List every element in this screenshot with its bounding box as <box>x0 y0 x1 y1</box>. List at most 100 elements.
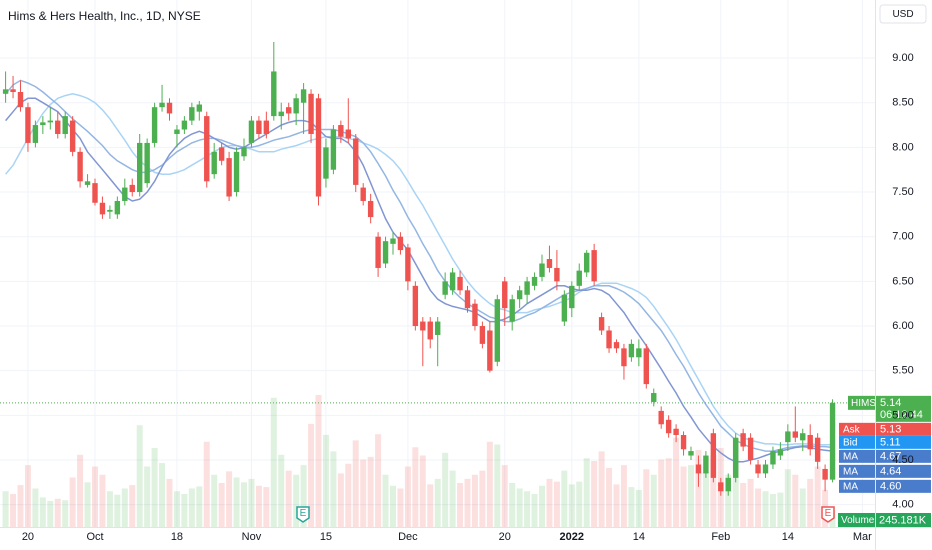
volume-bar <box>650 474 657 527</box>
volume-bar <box>702 472 709 527</box>
candle-body <box>256 120 262 134</box>
label-name: Bid <box>843 437 857 448</box>
earnings-label: E <box>825 508 832 519</box>
volume-bar <box>732 439 739 527</box>
candle-body <box>539 263 545 277</box>
volume-bar <box>300 465 307 527</box>
y-tick-label: 4.50 <box>892 454 913 466</box>
candle-body <box>643 348 649 385</box>
candle-body <box>47 120 53 123</box>
candle-body <box>189 107 195 121</box>
candle-body <box>546 259 553 268</box>
earnings-icon <box>821 506 835 523</box>
axis-label: 4.67 <box>880 451 901 463</box>
candle-body <box>360 187 366 201</box>
candle-body <box>584 252 590 273</box>
chart-title: Hims & Hers Health, Inc., 1D, NYSE <box>8 9 201 23</box>
x-tick-label: 20 <box>499 531 511 543</box>
candle-body <box>516 290 523 300</box>
candle-body <box>382 241 389 264</box>
currency-label: USD <box>892 9 913 20</box>
candle-body <box>397 236 404 251</box>
earnings-marker[interactable]: E <box>296 506 310 523</box>
candle-body <box>151 107 158 143</box>
volume-bar <box>471 474 478 527</box>
candle-body <box>412 285 419 327</box>
candle-body <box>166 102 173 114</box>
earnings-icon <box>296 506 310 523</box>
candle-body <box>747 437 754 461</box>
candle-body <box>531 276 538 286</box>
candle-body <box>420 321 426 331</box>
volume-bar <box>680 466 687 527</box>
volume-bar <box>188 488 195 527</box>
volume-layer <box>2 395 836 527</box>
volume-bar <box>546 478 553 527</box>
candle-body <box>405 247 411 282</box>
candle-body <box>792 431 798 438</box>
label-box <box>848 395 875 410</box>
volume-bar <box>62 500 69 527</box>
candle-body <box>233 151 240 193</box>
candle-body <box>32 125 39 143</box>
candle-body <box>770 451 776 465</box>
volume-bar <box>375 434 382 527</box>
y-tick-label: 8.00 <box>892 141 913 153</box>
candle-body <box>293 98 299 114</box>
candle-body <box>2 89 9 94</box>
candle-body <box>807 434 813 450</box>
x-tick-label: 14 <box>633 531 645 543</box>
candle-body <box>248 120 255 143</box>
candle-layer <box>2 41 836 496</box>
volume-bar <box>635 489 642 527</box>
y-tick-label: 6.50 <box>892 275 913 287</box>
candle-body <box>449 272 456 291</box>
volume-bar <box>173 491 180 527</box>
volume-bar <box>308 423 315 527</box>
candle-body <box>561 294 568 322</box>
candle-body <box>509 299 515 322</box>
candle-body <box>621 348 627 367</box>
candle-body <box>55 120 61 134</box>
volume-bar <box>710 454 717 527</box>
label-box <box>839 422 875 436</box>
volume-bar <box>270 397 277 527</box>
volume-bar <box>151 447 158 527</box>
volume-bar <box>561 470 568 527</box>
volume-bar <box>479 470 486 527</box>
candle-body <box>777 449 784 456</box>
volume-bar <box>203 441 210 527</box>
y-tick-label: 7.00 <box>892 231 913 243</box>
volume-bar <box>762 491 769 527</box>
candle-body <box>286 107 292 114</box>
candle-body <box>695 464 702 474</box>
candle-body <box>673 428 679 435</box>
y-tick-label: 8.50 <box>892 97 913 109</box>
candle-body <box>710 433 717 478</box>
volume-bar <box>665 458 672 527</box>
volume-bar <box>792 474 799 527</box>
axis-label-box <box>876 435 931 449</box>
volume-bar <box>509 483 516 527</box>
volume-bar <box>92 466 98 527</box>
candle-body <box>367 200 374 218</box>
volume-bar <box>196 486 203 527</box>
currency-button[interactable] <box>879 4 927 24</box>
axis-label: 5.13 <box>880 424 901 436</box>
volume-bar <box>494 444 501 527</box>
candle-body <box>10 89 16 93</box>
candle-body <box>725 477 731 492</box>
label-name: Ask <box>843 424 861 435</box>
volume-bar <box>129 485 136 527</box>
volume-bar <box>233 477 240 527</box>
volume-bar <box>47 500 54 527</box>
volume-bar <box>278 454 285 527</box>
candle-body <box>703 455 709 474</box>
volume-name: Volume <box>841 515 875 526</box>
earnings-marker[interactable]: E <box>821 506 835 523</box>
candle-body <box>591 250 597 282</box>
candle-body <box>323 147 329 179</box>
y-tick-label: 9.00 <box>892 52 913 64</box>
axis-label-box <box>876 422 931 436</box>
